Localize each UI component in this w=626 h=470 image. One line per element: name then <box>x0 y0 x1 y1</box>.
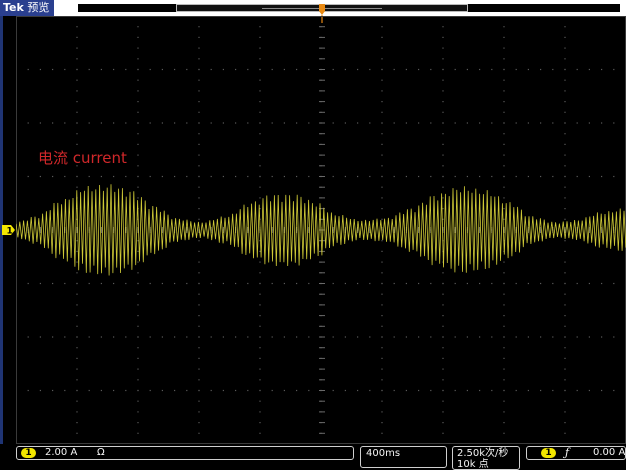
channel-1-readout[interactable]: 1 2.00 A Ω <box>16 446 354 460</box>
waveform-graticule <box>16 16 626 444</box>
timebase-readout[interactable]: 400ms <box>360 446 447 468</box>
channel-1-ground-marker-icon[interactable]: 1 <box>2 223 16 237</box>
trigger-source-badge: 1 <box>541 448 556 458</box>
channel-1-waveform <box>16 184 626 276</box>
channel-1-badge: 1 <box>21 448 36 458</box>
status-bar: Tek 预览 <box>0 0 626 23</box>
impedance-icon: Ω <box>97 447 105 458</box>
trigger-readout[interactable]: 1 ƒ 0.00 A <box>526 446 626 460</box>
acquisition-readout[interactable]: 2.50k次/秒 10k 点 <box>452 446 520 470</box>
brand-name: Tek <box>3 1 24 14</box>
screen-left-border <box>0 16 3 444</box>
channel-1-scale: 2.00 A <box>45 447 78 458</box>
record-length-value: 10k 点 <box>457 459 489 470</box>
timebase-value: 400ms <box>366 448 401 459</box>
waveform-annotation-label: 电流 current <box>38 149 127 167</box>
brand-label: Tek 预览 <box>0 0 55 16</box>
acquisition-mode: 预览 <box>27 1 50 14</box>
trigger-slope-icon: ƒ <box>565 446 570 459</box>
trigger-level-value: 0.00 A <box>593 447 626 458</box>
sample-rate-value: 2.50k次/秒 <box>457 448 509 459</box>
channel-1-marker-label: 1 <box>7 227 13 237</box>
